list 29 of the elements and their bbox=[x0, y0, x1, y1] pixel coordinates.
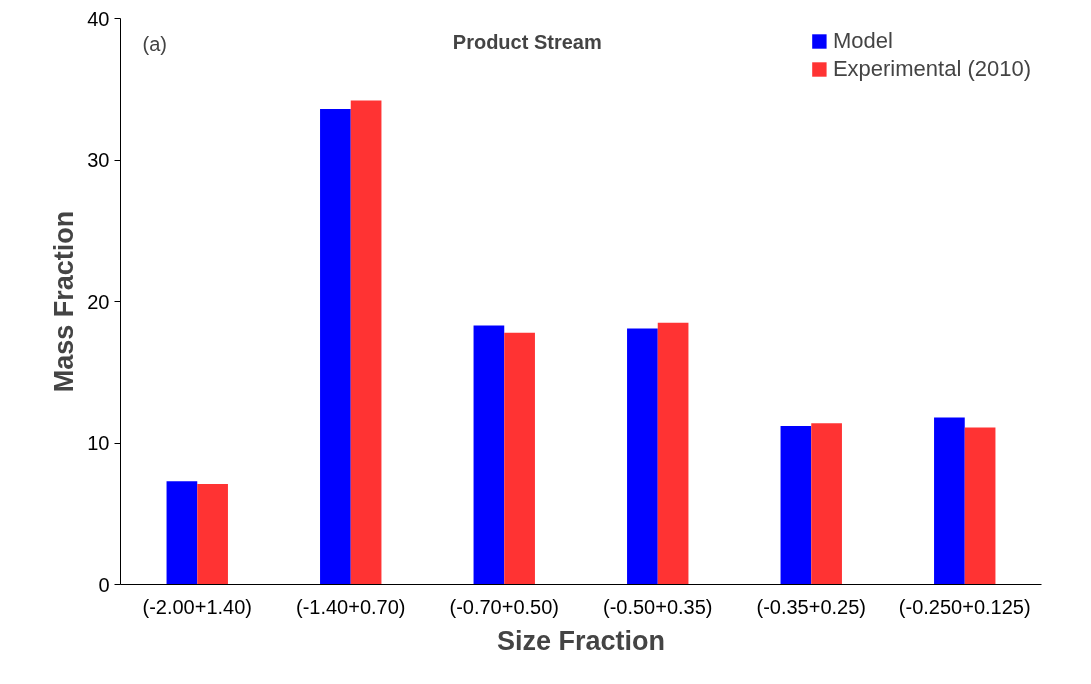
bar bbox=[811, 423, 842, 585]
y-tick-label: 20 bbox=[87, 290, 110, 313]
text: Product Stream bbox=[452, 30, 602, 53]
bar bbox=[166, 481, 198, 585]
bar bbox=[657, 322, 689, 585]
bar bbox=[320, 109, 351, 585]
x-tick-label: (-0.35+0.25) bbox=[756, 595, 867, 618]
x-tick-label: (-1.40+0.70) bbox=[295, 595, 406, 618]
y-tick-label: 40 bbox=[87, 7, 110, 30]
bar bbox=[934, 417, 965, 585]
x-axis-title: Size Fraction bbox=[496, 625, 666, 656]
bar bbox=[780, 426, 812, 585]
x-tick-label: (-0.50+0.35) bbox=[602, 595, 713, 618]
legend-label: Experimental (2010) bbox=[832, 56, 1031, 82]
bar bbox=[627, 328, 658, 585]
bar bbox=[350, 100, 382, 585]
bar bbox=[504, 332, 535, 585]
annotation: (a) bbox=[142, 32, 167, 55]
y-tick-label: 0 bbox=[98, 573, 110, 596]
x-tick-label: (-0.250+0.125) bbox=[898, 595, 1031, 618]
bar bbox=[197, 484, 228, 585]
legend-label: Model bbox=[832, 28, 893, 54]
x-tick-label: (-0.70+0.50) bbox=[449, 595, 560, 618]
bar bbox=[964, 427, 996, 585]
y-tick-label: 30 bbox=[87, 149, 110, 171]
x-tick-label: (-2.00+1.40) bbox=[142, 595, 253, 618]
bar bbox=[473, 325, 505, 585]
y-tick-label: 10 bbox=[87, 432, 110, 454]
y-axis-title: Mass Fraction bbox=[49, 210, 80, 393]
